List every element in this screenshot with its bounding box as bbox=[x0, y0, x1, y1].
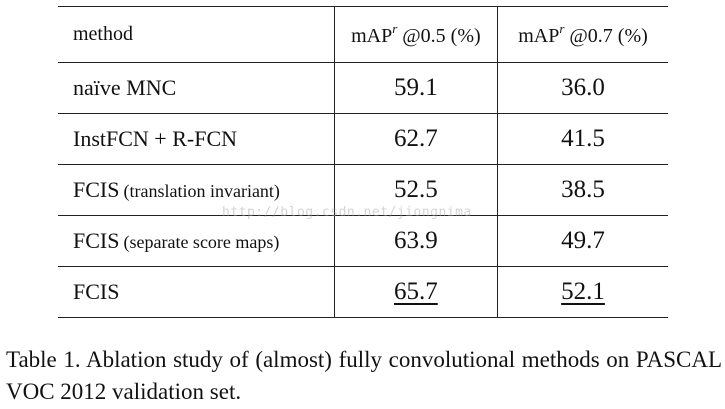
method-cell: FCIS (translation invariant) bbox=[58, 164, 335, 216]
value-map-07: 49.7 bbox=[497, 215, 668, 267]
header-map-05-prefix: mAP bbox=[351, 25, 393, 47]
header-map-05: mAPr @0.5 (%) bbox=[333, 6, 498, 63]
header-map-07: mAPr @0.7 (%) bbox=[497, 6, 668, 63]
method-name: FCIS bbox=[73, 177, 120, 202]
method-name: InstFCN + R-FCN bbox=[73, 126, 238, 151]
value-map-07: 38.5 bbox=[497, 164, 668, 216]
value-map-05: 65.7 bbox=[333, 266, 498, 318]
value-map-07: 41.5 bbox=[497, 113, 668, 165]
value-map-05: 63.9 bbox=[333, 215, 498, 267]
table-caption: Table 1. Ablation study of (almost) full… bbox=[6, 347, 722, 404]
table-row: InstFCN + R-FCN 62.7 41.5 bbox=[58, 113, 668, 165]
method-name: naïve MNC bbox=[73, 75, 177, 100]
value-map-05: 52.5 bbox=[333, 164, 498, 216]
method-cell: FCIS (separate score maps) bbox=[58, 215, 335, 267]
method-cell: naïve MNC bbox=[58, 62, 335, 114]
method-note: (separate score maps) bbox=[123, 232, 280, 252]
table-row: FCIS (separate score maps) 63.9 49.7 bbox=[58, 215, 668, 267]
best-value-underlined: 65.7 bbox=[394, 278, 438, 305]
table-row: FCIS 65.7 52.1 bbox=[58, 266, 668, 318]
watermark: http://blog.csdn.net/jiongnima bbox=[222, 205, 472, 220]
best-value-underlined: 52.1 bbox=[561, 278, 605, 305]
value-map-05: 62.7 bbox=[333, 113, 498, 165]
method-cell: InstFCN + R-FCN bbox=[58, 113, 335, 165]
header-method: method bbox=[58, 6, 335, 63]
table-row: naïve MNC 59.1 36.0 bbox=[58, 62, 668, 114]
method-name: FCIS bbox=[73, 228, 120, 253]
results-table: method mAPr @0.5 (%) mAPr @0.7 (%) naïve… bbox=[58, 6, 668, 318]
method-cell: FCIS bbox=[58, 266, 335, 318]
header-map-07-prefix: mAP bbox=[518, 25, 560, 47]
table-row: FCIS (translation invariant) 52.5 38.5 bbox=[58, 164, 668, 216]
header-map-07-sup: r bbox=[559, 21, 565, 36]
method-note: (translation invariant) bbox=[123, 181, 280, 201]
header-map-07-suffix: @0.7 (%) bbox=[564, 25, 648, 47]
value-map-07: 52.1 bbox=[497, 266, 668, 318]
header-map-05-sup: r bbox=[392, 21, 398, 36]
value-map-05: 59.1 bbox=[333, 62, 498, 114]
value-map-07: 36.0 bbox=[497, 62, 668, 114]
header-map-05-suffix: @0.5 (%) bbox=[397, 25, 481, 47]
table-header-row: method mAPr @0.5 (%) mAPr @0.7 (%) bbox=[58, 6, 668, 63]
method-name: FCIS bbox=[73, 279, 120, 304]
